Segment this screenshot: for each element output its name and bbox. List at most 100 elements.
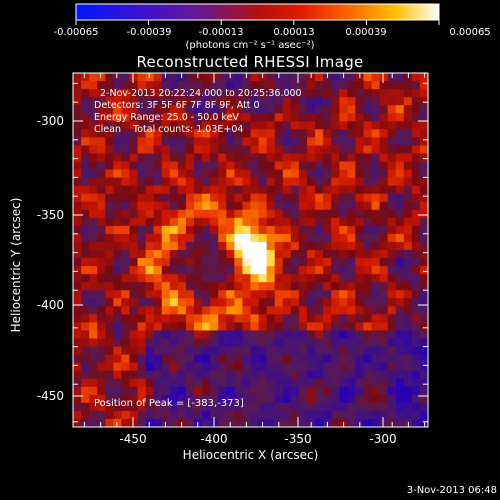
heatmap-cell [105, 314, 114, 324]
heatmap-cell [323, 346, 332, 356]
heatmap-cell [290, 201, 300, 211]
heatmap-cell [274, 153, 284, 163]
heatmap-cell [89, 185, 98, 195]
heatmap-cell [105, 73, 114, 82]
heatmap-cell [298, 402, 308, 412]
heatmap-cell [315, 386, 324, 396]
heatmap-cell [403, 402, 413, 412]
heatmap-cell [121, 153, 131, 163]
heatmap-cell [226, 282, 235, 291]
heatmap-cell [250, 177, 260, 187]
heatmap-cell [242, 81, 252, 90]
heatmap-cell [121, 362, 131, 372]
x-tick-label: -450 [119, 432, 147, 446]
heatmap-cell [226, 354, 235, 364]
heatmap-cell [387, 314, 397, 324]
heatmap-cell [226, 201, 235, 211]
heatmap-cell [81, 378, 90, 388]
heatmap-cell [202, 266, 211, 275]
heatmap-cell [218, 105, 227, 114]
heatmap-cell [363, 298, 373, 307]
heatmap-cell [323, 129, 332, 138]
heatmap-cell [169, 298, 179, 307]
heatmap-cell [218, 169, 227, 179]
heatmap-cell [371, 121, 381, 130]
heatmap-cell [177, 362, 187, 372]
heatmap-cell [145, 386, 155, 396]
heatmap-cell [379, 362, 389, 372]
heatmap-cell [258, 370, 268, 380]
heatmap-cell [266, 306, 276, 315]
heatmap-cell [419, 290, 429, 299]
heatmap-cell [218, 137, 227, 147]
heatmap-cell [242, 105, 252, 114]
heatmap-cell [73, 129, 82, 138]
y-tick-label: -400 [36, 298, 64, 312]
heatmap-cell [419, 201, 429, 211]
heatmap-cell [105, 362, 114, 372]
heatmap-cell [266, 386, 276, 396]
heatmap-cell [202, 346, 211, 356]
heatmap-cell [266, 241, 276, 251]
heatmap-cell [290, 306, 300, 315]
heatmap-cell [331, 241, 340, 251]
heatmap-cell [97, 177, 106, 187]
heatmap-cell [169, 418, 179, 428]
heatmap-cell [161, 225, 171, 235]
heatmap-cell [113, 394, 123, 404]
heatmap-cell [226, 322, 235, 332]
heatmap-cell [274, 209, 284, 219]
heatmap-cell [129, 250, 139, 259]
heatmap-cell [234, 346, 244, 356]
heatmap-cell [81, 81, 90, 90]
heatmap-cell [202, 410, 211, 420]
heatmap-cell [145, 193, 155, 203]
heatmap-cell [306, 89, 316, 98]
heatmap-cell [411, 153, 421, 163]
heatmap-cell [258, 113, 268, 122]
heatmap-cell [113, 241, 123, 251]
heatmap-cell [89, 209, 98, 219]
heatmap-cell [169, 258, 179, 267]
heatmap-cell [137, 290, 147, 299]
heatmap-cell [347, 153, 356, 163]
heatmap-cell [105, 410, 114, 420]
heatmap-cell [387, 177, 397, 187]
heatmap-cell [315, 145, 324, 155]
heatmap-cell [153, 145, 163, 155]
heatmap-cell [347, 169, 356, 179]
heatmap-cell [194, 145, 203, 155]
heatmap-cell [371, 193, 381, 203]
heatmap-cell [161, 217, 171, 227]
heatmap-cell [306, 105, 316, 114]
heatmap-cell [194, 410, 203, 420]
heatmap-cell [347, 97, 356, 106]
heatmap-cell [371, 418, 381, 428]
heatmap-cell [290, 113, 300, 122]
heatmap-cell [250, 330, 260, 340]
heatmap-cell [266, 113, 276, 122]
heatmap-cell [153, 137, 163, 147]
heatmap-cell [379, 282, 389, 291]
heatmap-cell [298, 258, 308, 267]
heatmap-cell [298, 217, 308, 227]
heatmap-cell [363, 354, 373, 364]
heatmap-cell [355, 258, 365, 267]
heatmap-cell [177, 338, 187, 348]
heatmap-cell [137, 394, 147, 404]
heatmap-cell [379, 314, 389, 324]
heatmap-cell [290, 97, 300, 106]
heatmap-cell [306, 121, 316, 130]
heatmap-cell [202, 378, 211, 388]
heatmap-cell [185, 418, 195, 428]
heatmap-cell [315, 394, 324, 404]
heatmap-cell [145, 225, 155, 235]
heatmap-cell [210, 386, 219, 396]
heatmap-cell [339, 338, 348, 348]
heatmap-cell [161, 169, 171, 179]
heatmap-cell [274, 378, 284, 388]
heatmap-cell [121, 346, 131, 356]
heatmap-cell [403, 185, 413, 195]
heatmap-cell [258, 225, 268, 235]
heatmap-cell [371, 354, 381, 364]
